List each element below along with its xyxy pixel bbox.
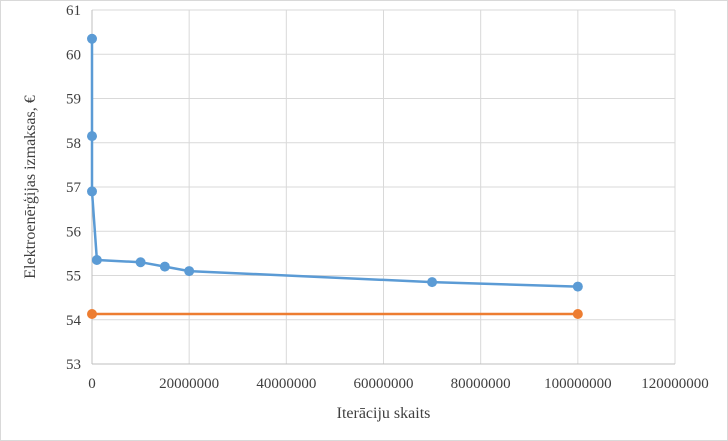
grid-lines [91,9,676,365]
series-1-line [90,38,578,288]
series-2-point [87,308,97,319]
y-axis-title: Elektroenērģijas izmaksas, € [22,95,39,279]
y-tick-label: 59 [66,92,81,108]
series-1-point [184,266,195,277]
y-tick-label: 57 [66,180,82,196]
x-tick-label: 100000000 [544,376,612,392]
x-tick-label: 80000000 [451,376,511,392]
series-1-point [135,257,146,268]
x-tick-label: 0 [88,376,96,392]
series-1-point [572,281,583,292]
series-1-point [91,255,102,266]
series-1-point [427,277,438,288]
y-tick-label: 60 [66,47,81,63]
x-tick-label: 20000000 [159,376,219,392]
y-tick-label: 55 [66,269,81,285]
series-1-point [87,33,97,44]
x-tick-label: 60000000 [354,376,414,392]
x-axis-title: Iterāciju skaits [337,405,431,422]
y-tick-label: 61 [66,3,81,19]
y-tick-label: 53 [66,357,81,373]
y-tick-label: 56 [66,224,82,240]
series-layer [87,33,583,319]
series-2-point [572,308,583,319]
tick-labels: 53 54 55 56 57 58 59 60 61 0 20000000 40000000 60000… [66,3,709,392]
series-1-point [87,186,97,197]
series-1-point [159,261,170,272]
x-tick-label: 40000000 [256,376,316,392]
series-1-point [87,131,97,142]
x-tick-label: 120000000 [641,376,709,392]
y-tick-label: 58 [66,136,81,152]
y-tick-label: 54 [66,313,82,329]
